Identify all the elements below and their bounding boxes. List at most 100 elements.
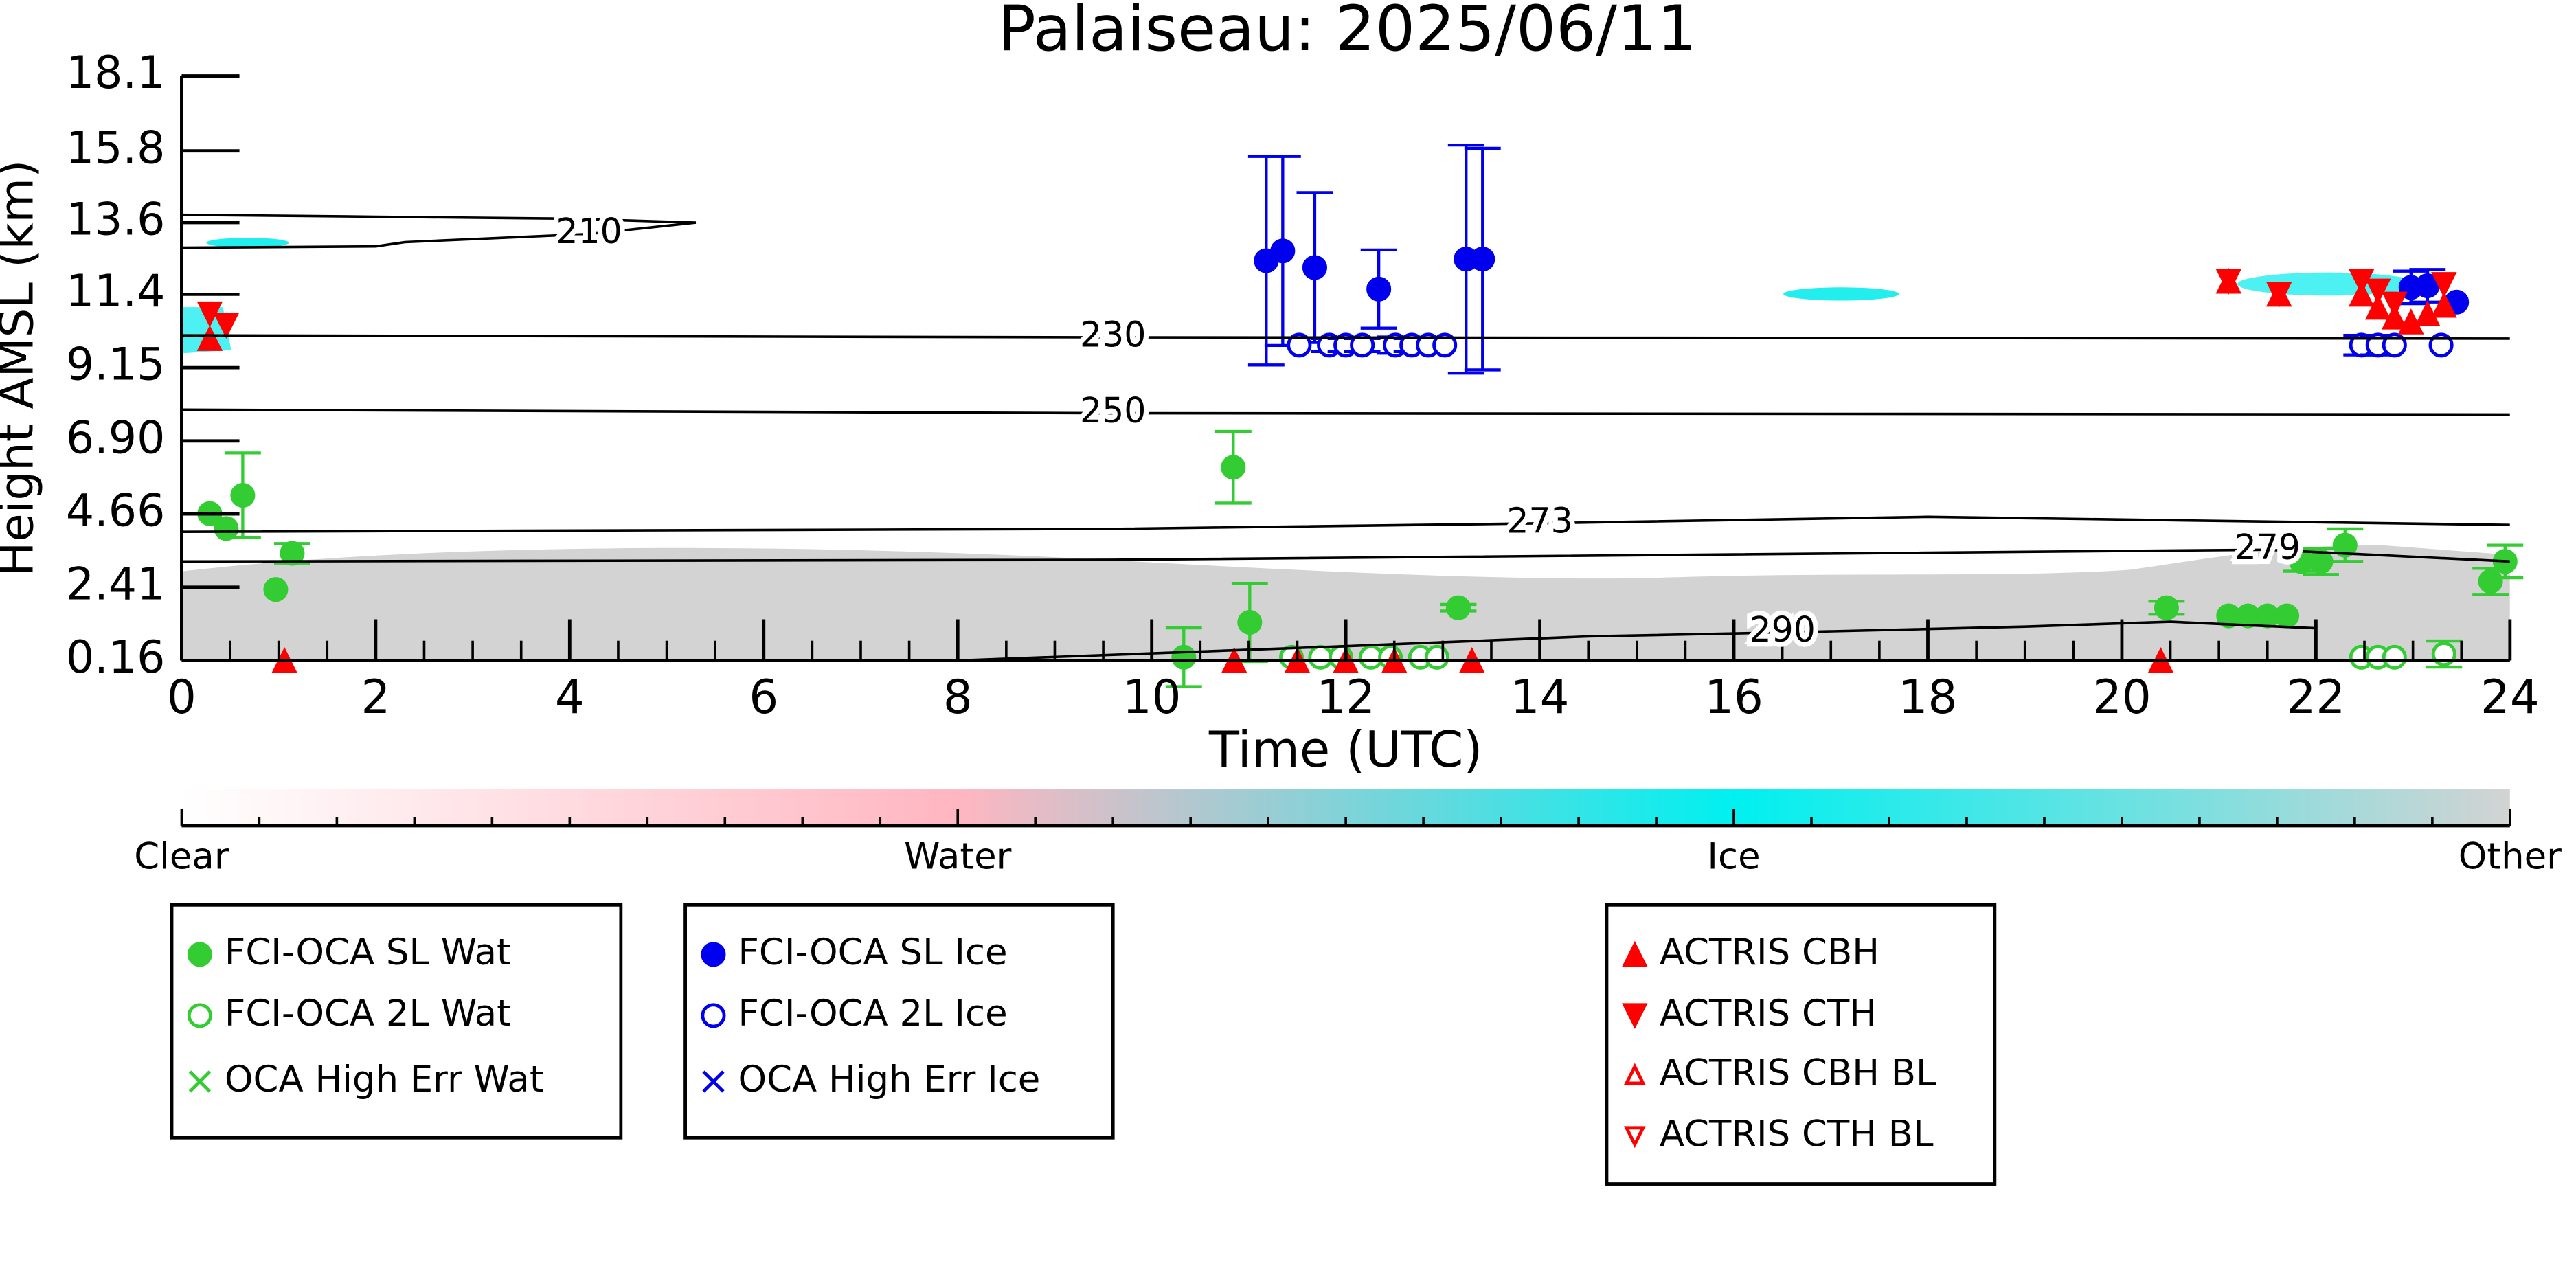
x-tick-label: 16 [1704,670,1763,724]
marker [2478,569,2503,594]
marker [230,483,256,508]
legend-box [170,903,623,1140]
marker [1308,644,1333,670]
legend-label: ACTRIS CTH [1660,993,1877,1035]
contours [181,213,2510,661]
contour-label: 279 [2235,527,2301,567]
marker [1221,455,1246,480]
marker [2332,532,2358,558]
legend-label: FCI-OCA 2L Ice [738,993,1008,1035]
legend-label: FCI-OCA 2L Wat [225,993,511,1035]
marker [2382,291,2408,318]
legend-marker [1623,1063,1646,1085]
y-tick-label: 18.1 [66,47,165,99]
marker [1445,595,1471,620]
marker [1366,276,1392,302]
marker [214,516,239,541]
marker [2365,278,2391,305]
x-tick-label: 2 [361,670,390,724]
y-tick-label: 13.6 [66,194,165,246]
legend-label: OCA High Err Wat [225,1059,544,1100]
y-tick-label: 0.16 [66,632,165,683]
legend-label: FCI-OCA SL Wat [225,931,511,973]
legend-marker [187,1003,212,1028]
contour-label: 290 [1749,609,1815,650]
contour-line [181,548,2510,563]
marker [213,313,240,339]
marker [2274,603,2300,629]
y-axis-label: Height AMSL (km) [0,160,43,577]
marker [280,541,305,566]
legend-marker [1623,1126,1646,1149]
x-tick-label: 6 [749,670,778,724]
marker [1287,332,1312,358]
legend-marker [1622,1003,1648,1029]
contour-label: 230 [1080,314,1146,354]
marker [2215,269,2242,295]
x-tick-label: 0 [167,670,196,724]
ice-class-region [1783,287,1899,301]
contour-label: 250 [1080,390,1146,431]
x-tick-label: 14 [1511,670,1570,724]
marker [1424,644,1449,670]
marker [2154,595,2179,620]
marker [1470,247,1495,272]
contour-label: 273 [1506,500,1572,541]
marker [2266,282,2292,308]
marker [2365,293,2391,320]
marker [1237,610,1263,635]
x-tick-label: 18 [1899,670,1958,724]
marker [1171,644,1197,670]
contour-label: 210 [556,211,622,251]
y-tick-label: 2.41 [66,558,165,610]
x-tick-label: 10 [1122,670,1182,724]
x-tick-label: 8 [943,670,973,724]
marker [2382,644,2407,670]
legend-marker [187,942,212,967]
legend-marker [701,1003,726,1028]
ice-class-region [206,238,289,248]
marker [2382,332,2407,358]
legend-label: ACTRIS CTH BL [1660,1113,1934,1155]
contour-line [181,213,697,249]
x-tick-label: 20 [2092,670,2151,724]
colorbar-label: Ice [1707,836,1760,878]
colorbar-label: Water [904,836,1012,878]
contour-line [958,620,2316,661]
marker [1432,332,1458,358]
y-tick-label: 4.66 [66,486,165,537]
x-tick-label: 24 [2481,670,2540,724]
legend-label: ACTRIS CBH BL [1660,1052,1936,1094]
chart-title: Palaiseau: 2025/06/11 [998,0,1697,65]
colorbar-label: Other [2459,836,2562,878]
legend-marker [188,1070,211,1093]
marker [263,577,289,602]
legend-marker [1622,940,1648,967]
contour-line [181,408,2510,416]
x-tick-label: 22 [2287,670,2346,724]
legend-marker [701,942,726,967]
legend-label: ACTRIS CBH [1660,931,1879,973]
contour-line [181,515,2510,533]
contour-line [181,334,2510,340]
marker [2431,272,2457,298]
legend-label: FCI-OCA SL Ice [738,931,1008,973]
y-tick-label: 15.8 [66,122,165,174]
marker [196,325,223,351]
y-tick-label: 6.90 [66,412,165,464]
legend-box [683,903,1115,1140]
marker [1350,332,1375,358]
y-tick-label: 11.4 [66,266,165,317]
x-tick-label: 4 [555,670,585,724]
legend-marker [702,1070,725,1093]
colorbar-label: Clear [134,836,229,878]
marker [2431,291,2457,318]
y-tick-label: 9.15 [66,339,165,391]
legend-box [1605,903,1997,1186]
marker [1302,255,1327,280]
legend-label: OCA High Err Ice [738,1059,1041,1100]
x-axis-label: Time (UTC) [1208,721,1483,779]
marker [1270,238,1296,264]
